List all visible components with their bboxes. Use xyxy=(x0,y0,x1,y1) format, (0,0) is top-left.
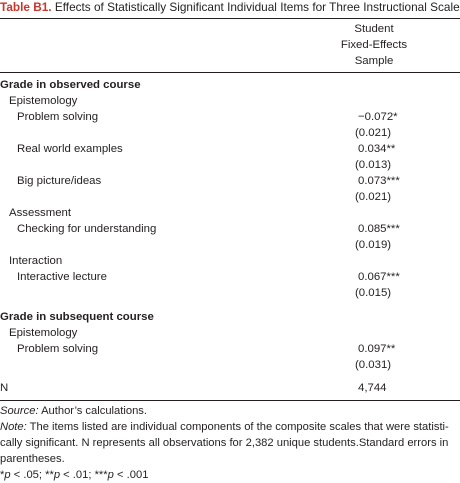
significance-line: *p < .05; **p < .01; ***p < .001 xyxy=(0,467,460,483)
section-row-observed: Grade in observed course xyxy=(0,77,460,93)
table-row: Big picture/ideas 0.073*** xyxy=(0,173,460,189)
standard-error-cell: (0.031) xyxy=(355,359,392,371)
group-row-epistemology: Epistemology xyxy=(0,325,460,341)
coefficient-cell: 0.085*** xyxy=(358,223,400,235)
sig-star: * xyxy=(0,469,5,481)
standard-error-cell: (0.013) xyxy=(355,159,392,171)
table-row: Interactive lecture 0.067*** xyxy=(0,269,460,285)
group-title: Assessment xyxy=(9,207,72,219)
row-label: Big picture/ideas xyxy=(17,175,102,187)
coefficient-cell: 0.034** xyxy=(358,143,396,155)
group-title: Interaction xyxy=(9,255,63,267)
table-row: Real world examples 0.034** xyxy=(0,141,460,157)
table-caption: Table B1. Effects of Statistically Signi… xyxy=(0,0,460,14)
sig-p: p xyxy=(107,469,114,481)
section-title: Grade in observed course xyxy=(0,79,141,91)
note-line-1: Note: The items listed are individual co… xyxy=(0,419,460,435)
standard-error-cell: (0.019) xyxy=(355,239,392,251)
table-row: Checking for understanding 0.085*** xyxy=(0,221,460,237)
coefficient-cell: 0.067*** xyxy=(358,271,400,283)
bottom-rule xyxy=(0,400,460,401)
table-row-se: (0.031) xyxy=(0,357,460,373)
table-row-se: (0.021) xyxy=(0,189,460,205)
sig-text: < .01; *** xyxy=(60,469,108,481)
row-label: Checking for understanding xyxy=(17,223,157,235)
note-text-1: The items listed are individual componen… xyxy=(29,421,449,433)
n-row: N 4,744 xyxy=(0,380,460,396)
group-title: Epistemology xyxy=(9,327,78,339)
column-header-line1: Student xyxy=(354,23,394,35)
section-title: Grade in subsequent course xyxy=(0,311,154,323)
table-title: Effects of Statistically Significant Ind… xyxy=(54,0,460,14)
group-row-interaction: Interaction xyxy=(0,253,460,269)
table-row-se: (0.013) xyxy=(0,157,460,173)
sig-text: < .05; ** xyxy=(10,469,54,481)
coefficient-cell: 0.097** xyxy=(358,343,396,355)
note-line-2: cally significant. N represents all obse… xyxy=(0,437,449,449)
sig-p: p xyxy=(4,469,11,481)
standard-error-cell: (0.021) xyxy=(355,127,392,139)
row-label: Problem solving xyxy=(17,343,99,355)
n-value: 4,744 xyxy=(358,382,387,394)
source-line: Source: Author’s calculations. xyxy=(0,403,460,419)
row-label: Real world examples xyxy=(17,143,123,155)
table-row-se: (0.015) xyxy=(0,285,460,301)
note-label: Note: xyxy=(0,421,27,433)
table-notes: Source: Author’s calculations. Note: The… xyxy=(0,403,460,483)
column-header-line3: Sample xyxy=(354,55,394,67)
table-row-se: (0.021) xyxy=(0,125,460,141)
top-rule xyxy=(0,18,460,19)
sig-text: < .001 xyxy=(113,469,149,481)
group-row-assessment: Assessment xyxy=(0,205,460,221)
section-row-subsequent: Grade in subsequent course xyxy=(0,309,460,325)
standard-error-cell: (0.021) xyxy=(355,191,392,203)
coefficient-cell: 0.073*** xyxy=(358,175,400,187)
standard-error-cell: (0.015) xyxy=(355,287,392,299)
note-line-3: parentheses. xyxy=(0,453,65,465)
header-rule xyxy=(0,72,460,73)
table-row: Problem solving 0.097** xyxy=(0,341,460,357)
n-label: N xyxy=(0,382,9,394)
group-row-epistemology: Epistemology xyxy=(0,93,460,109)
row-label: Problem solving xyxy=(17,111,99,123)
sig-p: p xyxy=(53,469,61,481)
row-label: Interactive lecture xyxy=(17,271,107,283)
table-number: Table B1. xyxy=(0,0,52,14)
coefficient-cell: −0.072* xyxy=(358,111,398,123)
group-title: Epistemology xyxy=(9,95,78,107)
source-text: Author’s calculations. xyxy=(41,405,147,417)
source-label: Source: xyxy=(0,405,39,417)
table-row: Problem solving −0.072* xyxy=(0,109,460,125)
table-row-se: (0.019) xyxy=(0,237,460,253)
column-header-line2: Fixed-Effects xyxy=(340,39,408,51)
